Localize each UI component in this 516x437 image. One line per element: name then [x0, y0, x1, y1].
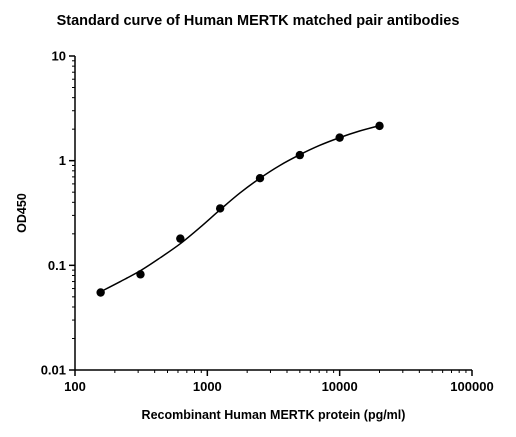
x-tick-label: 100: [64, 379, 86, 394]
y-tick-label: 1: [59, 153, 66, 168]
data-point: [375, 121, 384, 131]
x-axis-title: Recombinant Human MERTK protein (pg/ml): [142, 408, 406, 422]
data-point: [335, 133, 344, 142]
tick-marks: [69, 55, 473, 376]
data-points: [96, 121, 384, 297]
data-point: [176, 234, 185, 243]
y-tick-label: 0.01: [41, 363, 66, 378]
y-tick-label: 0.1: [48, 258, 66, 273]
data-point: [136, 270, 145, 279]
tick-labels: 100 1000 10000 100000 0.01 0.1 1 10: [41, 49, 494, 395]
x-tick-label: 10000: [322, 379, 358, 394]
y-axis-title: OD450: [15, 193, 29, 233]
axes: [74, 56, 472, 371]
fit-curve: [100, 124, 380, 293]
x-tick-label: 1000: [193, 379, 222, 394]
data-point: [295, 150, 305, 160]
y-tick-label: 10: [52, 49, 66, 64]
data-point: [255, 173, 265, 183]
data-point: [96, 288, 105, 297]
chart-title: Standard curve of Human MERTK matched pa…: [56, 13, 460, 29]
data-point: [215, 204, 225, 213]
x-tick-label: 100000: [450, 379, 493, 394]
